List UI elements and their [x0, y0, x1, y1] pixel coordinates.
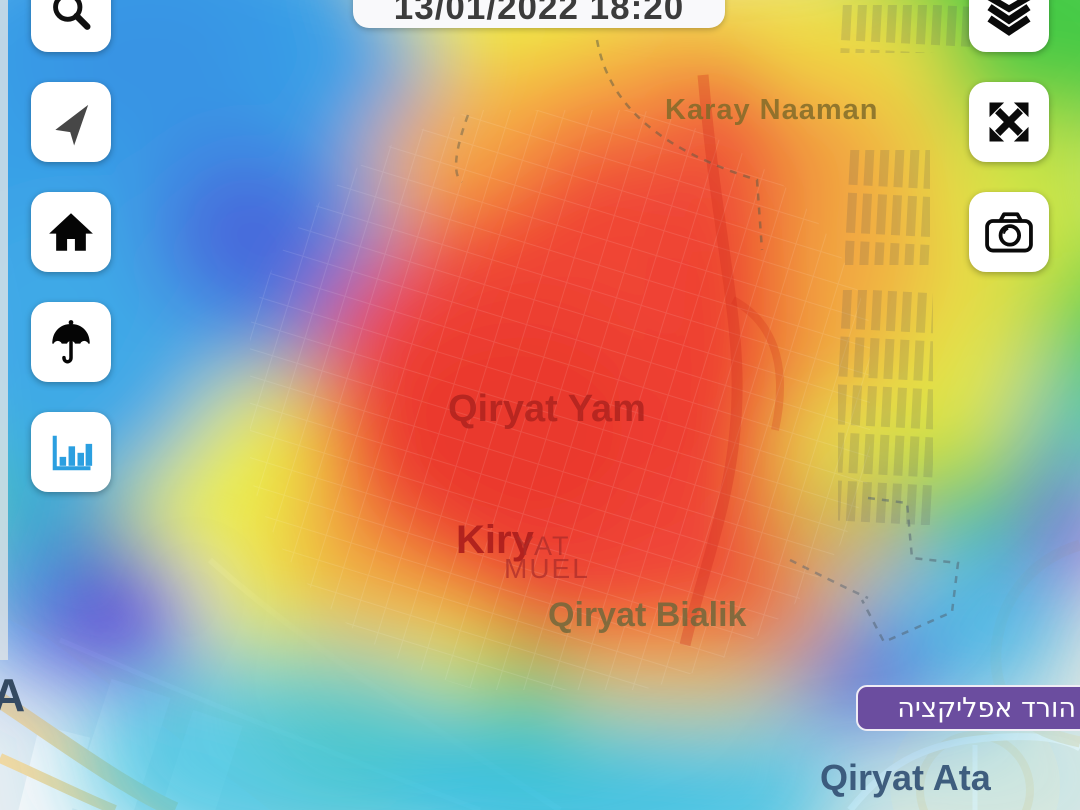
home-icon	[49, 213, 93, 251]
locate-button[interactable]	[31, 82, 111, 162]
camera-icon	[985, 212, 1033, 253]
umbrella-icon	[52, 320, 90, 364]
datetime-display[interactable]: 13/01/2022 18:20	[353, 0, 725, 28]
layers-button[interactable]	[969, 0, 1049, 52]
layers-icon	[987, 0, 1031, 36]
rain-mode-button[interactable]	[31, 302, 111, 382]
datetime-text: 13/01/2022 18:20	[393, 0, 685, 27]
download-app-badge[interactable]: הורד אפליקציה	[856, 685, 1080, 731]
search-button[interactable]	[31, 0, 111, 52]
screenshot-button[interactable]	[969, 192, 1049, 272]
navigation-arrow-icon	[55, 104, 89, 146]
stats-button[interactable]	[31, 412, 111, 492]
home-button[interactable]	[31, 192, 111, 272]
map-street-texture	[250, 5, 990, 690]
expand-arrows-icon	[989, 102, 1029, 142]
fullscreen-button[interactable]	[969, 82, 1049, 162]
bar-chart-icon	[52, 435, 93, 471]
download-app-label: הורד אפליקציה	[897, 692, 1076, 724]
search-icon	[53, 0, 91, 30]
